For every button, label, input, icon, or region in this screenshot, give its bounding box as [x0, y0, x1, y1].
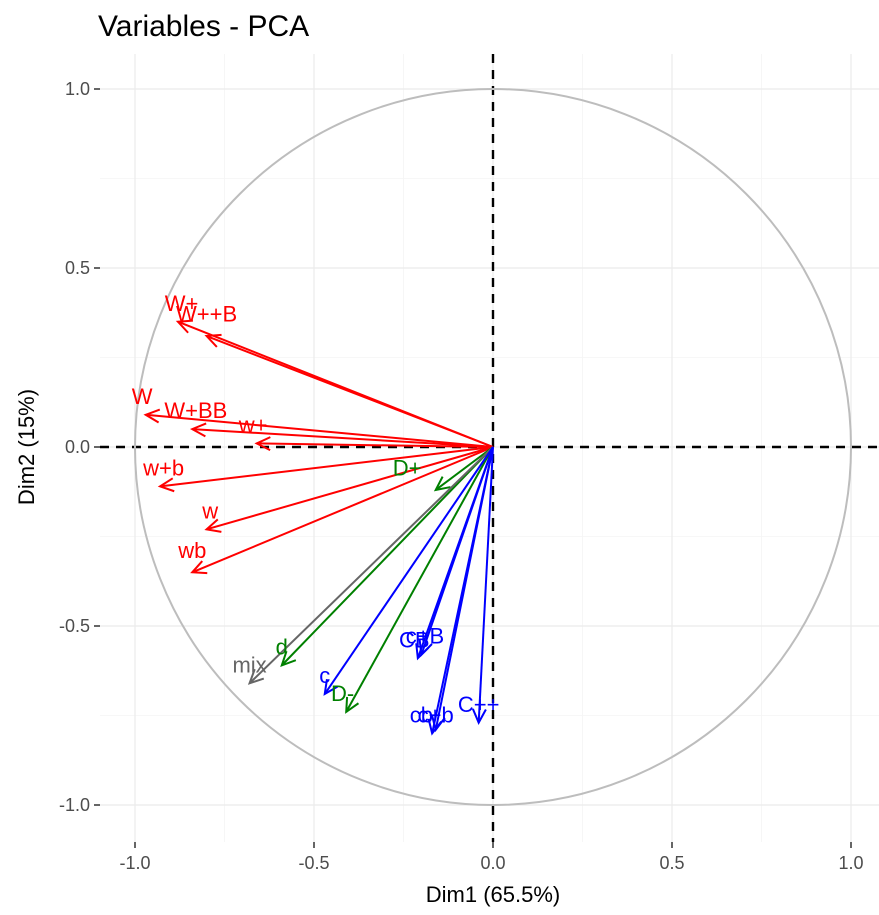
variable-arrow — [431, 446, 494, 733]
variable-label: c — [319, 663, 330, 688]
arrow-shaft — [256, 442, 494, 448]
variable-arrow — [204, 333, 494, 448]
variable-arrow — [471, 446, 494, 725]
arrow-head — [143, 408, 161, 424]
variable-label: CB — [399, 627, 430, 652]
arrow-head — [190, 560, 208, 575]
variable-arrow — [433, 446, 494, 492]
arrow-shaft — [281, 446, 494, 667]
variable-label: C++ — [458, 692, 500, 717]
x-tick-label: -1.0 — [119, 853, 150, 873]
y-tick-label: -0.5 — [59, 616, 90, 636]
arrow-head — [418, 639, 433, 657]
arrow-head — [157, 477, 175, 493]
variable-arrow — [190, 446, 494, 575]
y-axis-title: Dim2 (15%) — [14, 389, 39, 505]
arrow-head — [247, 668, 265, 685]
correlation-circle — [134, 88, 852, 806]
arrow-head — [204, 333, 222, 348]
variable-arrow — [418, 446, 494, 657]
variable-arrow — [157, 446, 494, 493]
y-tick-label: -1.0 — [59, 795, 90, 815]
y-tick-label: 0.0 — [65, 437, 90, 457]
x-tick-label: 0.0 — [480, 853, 505, 873]
variable-labels: W+W++B W W+BB w+ w+b w wb D+ d D-mix c CBc+B C++ cbc+… — [132, 291, 500, 728]
y-tick-label: 1.0 — [65, 79, 90, 99]
x-axis-title: Dim1 (65.5%) — [426, 882, 560, 907]
variable-arrows — [143, 319, 494, 736]
variable-label: W — [132, 384, 153, 409]
arrow-shaft — [435, 446, 494, 491]
arrow-head — [345, 696, 360, 714]
arrow-head — [204, 518, 222, 533]
x-tick-label: -0.5 — [298, 853, 329, 873]
variable-arrow — [254, 436, 494, 452]
variable-label: w+b — [142, 455, 184, 480]
variable-label: mix — [232, 652, 266, 677]
arrow-head — [433, 476, 451, 492]
variable-arrow — [143, 408, 494, 448]
arrow-head — [323, 679, 339, 696]
arrow-shaft — [323, 446, 494, 695]
variable-label: W+BB — [164, 398, 227, 423]
arrow-head — [254, 436, 271, 452]
variable-arrow — [204, 446, 494, 533]
variable-label: D- — [331, 681, 354, 706]
arrow-shaft — [145, 413, 494, 448]
arrow-shaft — [345, 446, 494, 713]
variable-label: c+b — [418, 703, 454, 728]
x-tick-label: 0.5 — [659, 853, 684, 873]
axes: -1.0 -0.5 0.0 0.5 1.0 -1.0 -0.5 0.0 0.5 1.0 — [59, 79, 864, 873]
variable-label: W+ — [165, 291, 199, 316]
arrow-shaft — [206, 446, 494, 531]
variable-label: c+B — [406, 624, 445, 649]
arrow-shaft — [420, 446, 494, 655]
variable-arrow — [247, 446, 494, 685]
y-tick-label: 0.5 — [65, 258, 90, 278]
arrow-head — [189, 422, 207, 438]
chart-title: Variables - PCA — [98, 10, 309, 43]
variable-arrow — [280, 446, 494, 668]
correlation-circle-layer — [134, 88, 852, 806]
variable-label: D+ — [393, 455, 422, 480]
variable-arrow — [189, 422, 494, 448]
arrow-head — [471, 708, 487, 725]
variable-arrow — [345, 446, 494, 714]
arrow-head — [280, 650, 297, 668]
arrow-shaft — [159, 446, 494, 488]
arrow-shaft — [434, 446, 494, 731]
arrow-shaft — [191, 446, 494, 574]
variable-arrow — [323, 446, 494, 696]
x-tick-label: 1.0 — [838, 853, 863, 873]
arrow-shaft — [477, 446, 494, 723]
arrow-head — [431, 715, 446, 733]
arrow-shaft — [206, 335, 494, 448]
variable-label: d — [276, 634, 288, 659]
variable-label: W++B — [176, 302, 237, 327]
arrow-head — [175, 319, 193, 334]
arrow-shaft — [248, 446, 494, 684]
variable-label: cb — [410, 703, 433, 728]
arrow-shaft — [192, 428, 494, 448]
variable-label: wb — [177, 538, 206, 563]
variable-label: w+ — [238, 413, 268, 438]
variable-label: w — [201, 498, 218, 523]
